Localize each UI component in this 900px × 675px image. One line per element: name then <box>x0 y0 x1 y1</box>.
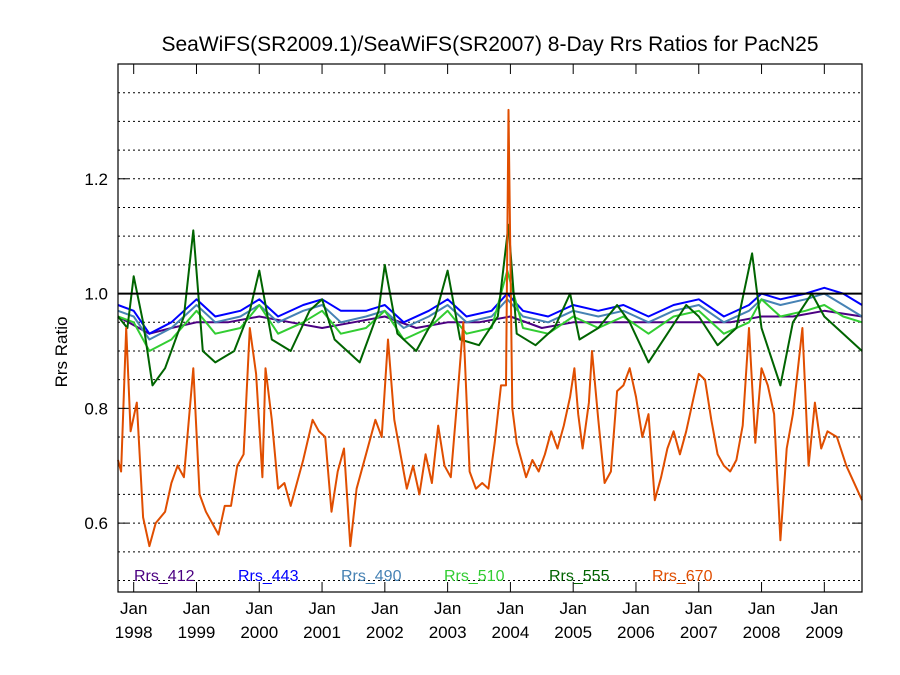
x-tick-label-month: Jan <box>622 599 649 618</box>
x-tick-label-month: Jan <box>246 599 273 618</box>
x-tick-label-year: 2004 <box>491 623 529 642</box>
gridlines <box>118 92 862 582</box>
x-tick-label-month: Jan <box>497 599 524 618</box>
x-tick-label-year: 2007 <box>680 623 718 642</box>
x-tick-label-year: 2005 <box>554 623 592 642</box>
legend-label-rrs-670: Rrs_670 <box>652 568 713 585</box>
x-tick-label-month: Jan <box>308 599 335 618</box>
x-tick-label-year: 2006 <box>617 623 655 642</box>
x-tick-label-year: 2008 <box>743 623 781 642</box>
x-tick-label-year: 2003 <box>429 623 467 642</box>
legend-label-rrs-555: Rrs_555 <box>549 568 610 585</box>
x-tick-label-month: Jan <box>183 599 210 618</box>
legend-label-rrs-490: Rrs_490 <box>341 568 402 585</box>
series-line-rrs-490 <box>117 292 863 341</box>
x-tick-label-month: Jan <box>811 599 838 618</box>
x-tick-label-month: Jan <box>559 599 586 618</box>
series-line-rrs-670 <box>117 108 863 548</box>
x-tick-label-year: 2000 <box>240 623 278 642</box>
x-tick-label-year: 1998 <box>115 623 153 642</box>
x-tick-label-month: Jan <box>371 599 398 618</box>
y-tick-label: 1.2 <box>84 170 108 189</box>
x-tick-label-year: 2002 <box>366 623 404 642</box>
legend-label-rrs-412: Rrs_412 <box>134 568 195 585</box>
x-tick-label-month: Jan <box>434 599 461 618</box>
plot-frame <box>117 63 863 593</box>
y-tick-label: 0.8 <box>84 399 108 418</box>
axes: 0.6 0.8 1.0 1.2 Jan 1998 Jan 1999 Jan 2000 Jan 2001… <box>84 64 862 642</box>
x-tick-label-month: Jan <box>120 599 147 618</box>
y-tick-label: 0.6 <box>84 514 108 533</box>
y-tick-label: 1.0 <box>84 285 108 304</box>
series-line-rrs-443 <box>117 286 863 335</box>
legend-label-rrs-443: Rrs_443 <box>238 568 299 585</box>
chart-title: SeaWiFS(SR2009.1)/SeaWiFS(SR2007) 8-Day … <box>161 33 818 56</box>
x-tick-label-year: 2001 <box>303 623 341 642</box>
series-line-rrs-555 <box>117 223 863 387</box>
x-tick-label-month: Jan <box>685 599 712 618</box>
series-line-rrs-412 <box>117 309 863 335</box>
x-tick-label-month: Jan <box>748 599 775 618</box>
series-lines <box>117 108 863 548</box>
series-line-rrs-510 <box>117 269 863 352</box>
legend-label-rrs-510: Rrs_510 <box>444 568 505 585</box>
x-tick-label-year: 2009 <box>805 623 843 642</box>
legend: Rrs_412 Rrs_443 Rrs_490 Rrs_510 Rrs_555 Rrs_6… <box>134 568 713 585</box>
y-axis-label: Rrs Ratio <box>52 317 71 388</box>
x-tick-label-year: 1999 <box>178 623 216 642</box>
